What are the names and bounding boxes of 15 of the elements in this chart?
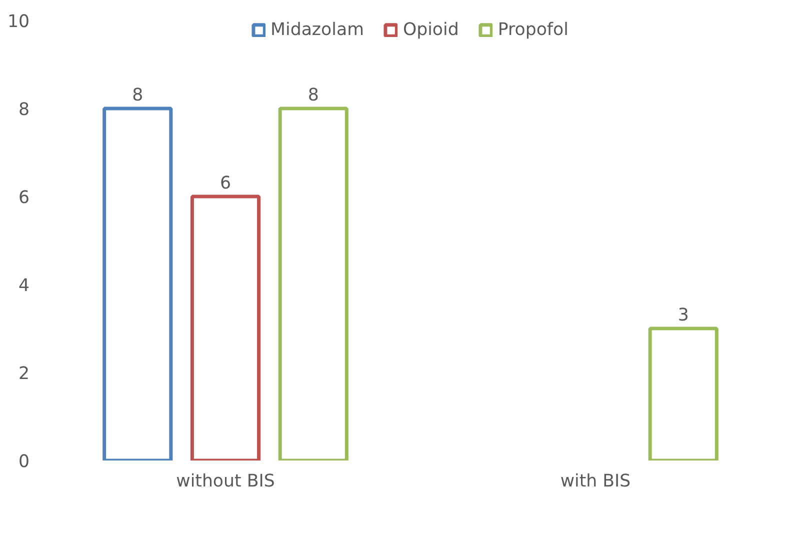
legend-label: Midazolam — [270, 20, 364, 40]
data-label: 8 — [132, 86, 144, 106]
y-tick-label: 8 — [18, 100, 30, 120]
legend-label: Propofol — [498, 20, 568, 40]
x-tick-label: with BIS — [560, 472, 631, 492]
y-tick-label: 4 — [18, 276, 30, 296]
data-label: 3 — [678, 306, 689, 326]
y-tick-label: 6 — [18, 188, 30, 208]
data-label: 6 — [220, 174, 232, 194]
data-label: 8 — [308, 86, 319, 106]
y-tick-label: 10 — [7, 12, 30, 32]
legend-label: Opioid — [402, 20, 459, 40]
y-tick-label: 0 — [18, 452, 30, 472]
x-tick-label: without BIS — [176, 472, 275, 492]
y-tick-label: 2 — [18, 364, 30, 384]
